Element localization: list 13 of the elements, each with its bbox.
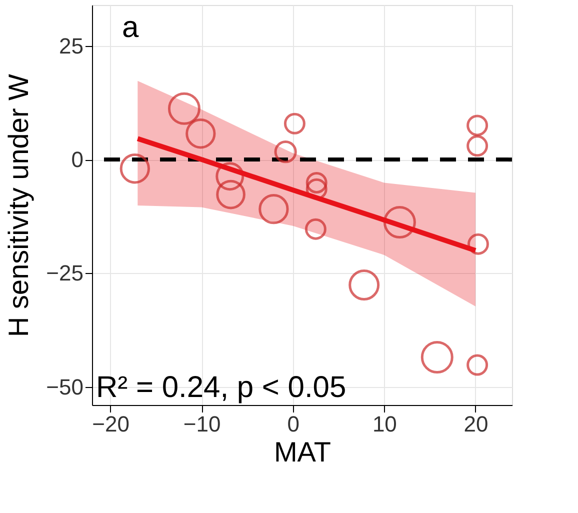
x-tick-label: 10 <box>372 412 397 436</box>
x-axis-title: MAT <box>274 436 332 468</box>
y-tick-label: 0 <box>71 147 84 172</box>
x-tick-label: −20 <box>92 412 130 436</box>
y-tick-label: −25 <box>46 260 84 286</box>
x-tick-label: −10 <box>183 412 221 436</box>
y-axis-title: H sensitivity under W <box>3 73 34 337</box>
annotation: a <box>122 11 139 44</box>
y-tick-label: −50 <box>46 374 84 400</box>
annotation: R² = 0.24, p < 0.05 <box>96 371 346 404</box>
y-tick-label: 25 <box>59 33 84 58</box>
x-tick-label: 20 <box>464 412 488 436</box>
x-tick-label: 0 <box>287 412 300 436</box>
